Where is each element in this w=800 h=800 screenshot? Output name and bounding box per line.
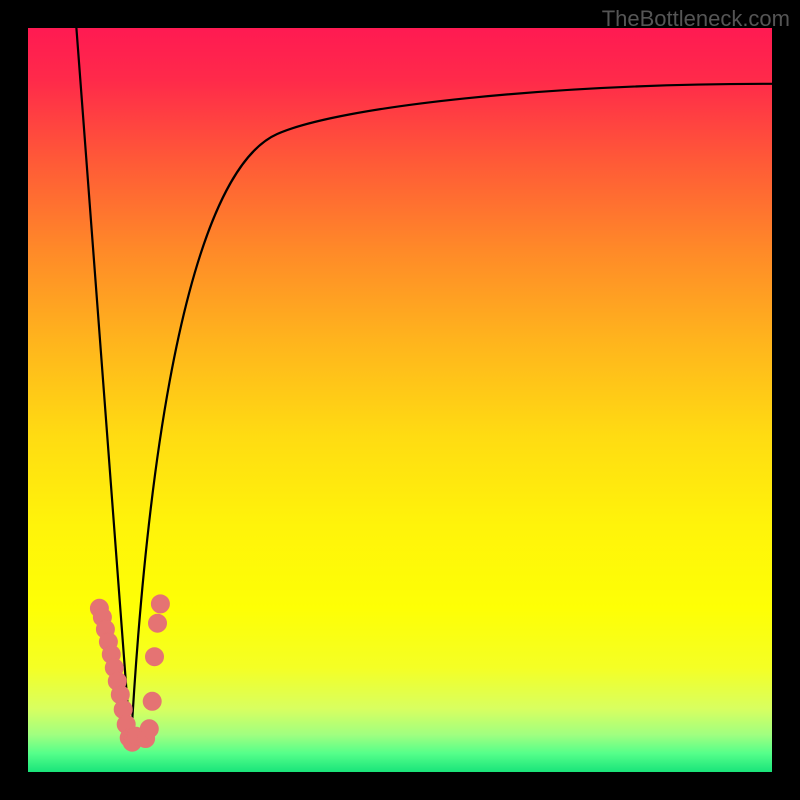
data-point bbox=[149, 614, 167, 632]
chart-canvas bbox=[0, 0, 800, 800]
data-point bbox=[151, 595, 169, 613]
data-point bbox=[140, 720, 158, 738]
data-point bbox=[146, 648, 164, 666]
plot-background bbox=[28, 28, 772, 772]
data-point bbox=[143, 692, 161, 710]
